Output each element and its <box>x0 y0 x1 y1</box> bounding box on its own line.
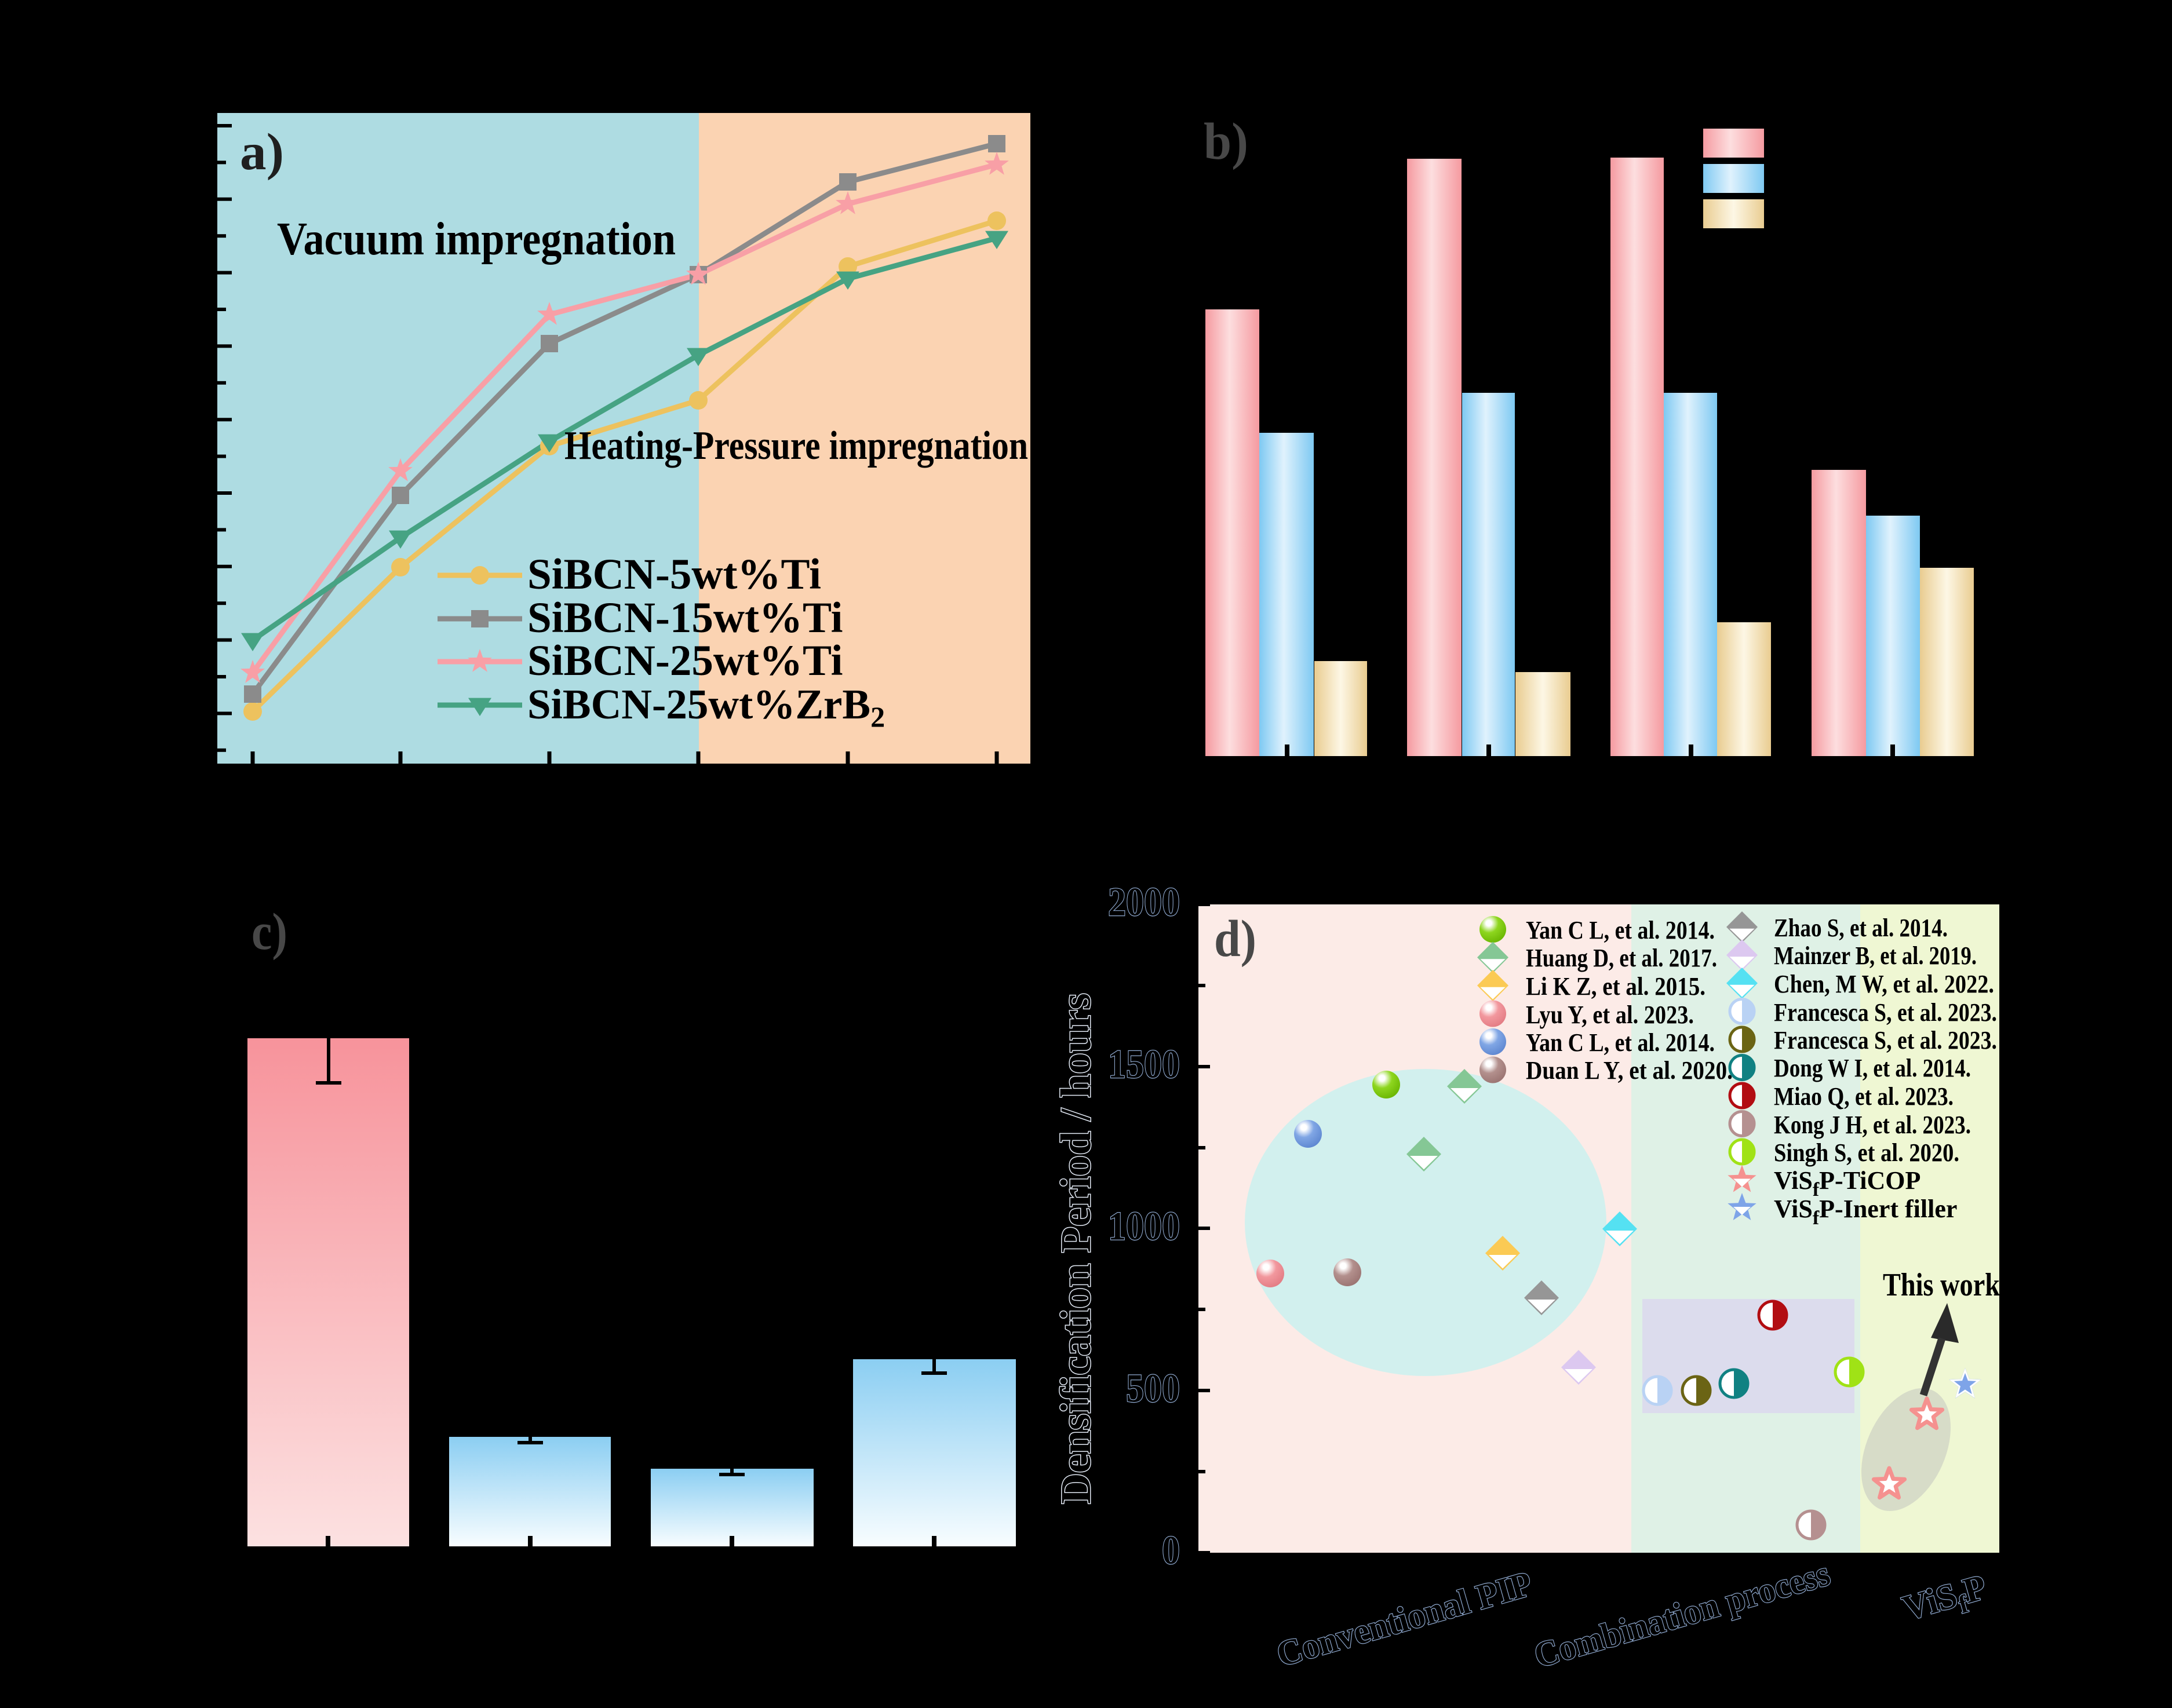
svg-text:2000: 2000 <box>1108 880 1180 925</box>
svg-text:1500: 1500 <box>1108 1042 1180 1087</box>
svg-text:Singh S, et al. 2020.: Singh S, et al. 2020. <box>1774 1138 1959 1167</box>
svg-text:Zhao S, et al. 2014.: Zhao S, et al. 2014. <box>1774 914 1948 942</box>
svg-text:Densification Period / hours: Densification Period / hours <box>1052 993 1100 1504</box>
svg-text:Chen, M W, et al. 2022.: Chen, M W, et al. 2022. <box>1774 970 1994 998</box>
svg-text:b): b) <box>1204 113 1248 170</box>
svg-text:Francesca S, et al. 2023.: Francesca S, et al. 2023. <box>1774 1026 1997 1054</box>
svg-text:This work: This work <box>1883 1267 2000 1303</box>
svg-text:c): c) <box>252 903 287 961</box>
svg-text:Li K Z, et al. 2015.: Li K Z, et al. 2015. <box>1526 972 1705 1001</box>
svg-text:Heating-Pressure impregnation: Heating-Pressure impregnation <box>564 424 1028 468</box>
svg-text:d): d) <box>1214 910 1256 968</box>
svg-text:SiBCN-15wt%Ti: SiBCN-15wt%Ti <box>527 594 843 642</box>
svg-text:Lyu Y, et al. 2023.: Lyu Y, et al. 2023. <box>1526 1001 1694 1029</box>
svg-text:0: 0 <box>1162 1528 1180 1573</box>
svg-text:SiBCN-25wt%ZrB2: SiBCN-25wt%ZrB2 <box>527 681 885 733</box>
svg-text:a): a) <box>240 123 284 181</box>
svg-text:Kong J H, et al. 2023.: Kong J H, et al. 2023. <box>1774 1111 1971 1139</box>
svg-text:Miao Q, et al. 2023.: Miao Q, et al. 2023. <box>1774 1082 1954 1111</box>
svg-text:Francesca S, et al. 2023.: Francesca S, et al. 2023. <box>1774 998 1997 1027</box>
svg-text:Dong W I, et al. 2014.: Dong W I, et al. 2014. <box>1774 1054 1971 1082</box>
svg-text:Yan C L, et al. 2014.: Yan C L, et al. 2014. <box>1526 916 1715 944</box>
svg-text:SiBCN-25wt%Ti: SiBCN-25wt%Ti <box>527 637 843 685</box>
svg-text:Huang D, et al. 2017.: Huang D, et al. 2017. <box>1526 944 1717 972</box>
svg-text:Duan L Y, et al. 2020.: Duan L Y, et al. 2020. <box>1526 1056 1733 1085</box>
svg-text:SiBCN-5wt%Ti: SiBCN-5wt%Ti <box>527 550 821 598</box>
svg-text:Vacuum impregnation: Vacuum impregnation <box>277 214 676 265</box>
svg-text:Yan C L, et al. 2014.: Yan C L, et al. 2014. <box>1526 1028 1715 1057</box>
svg-text:Mainzer B, et al. 2019.: Mainzer B, et al. 2019. <box>1774 941 1977 970</box>
svg-text:1000: 1000 <box>1108 1205 1180 1249</box>
svg-text:500: 500 <box>1126 1366 1180 1411</box>
